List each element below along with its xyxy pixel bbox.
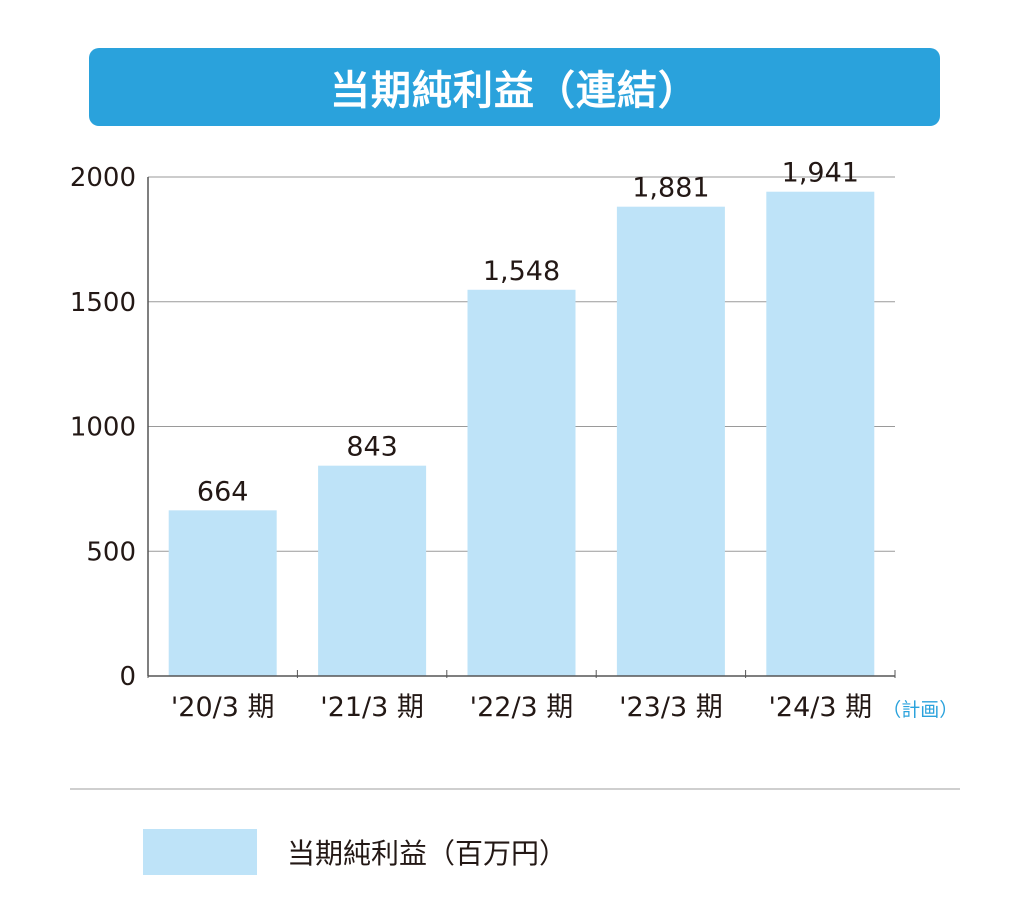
x-tick-label: '24/3 期	[768, 692, 872, 723]
data-label: 664	[197, 476, 249, 507]
x-tick-label: '20/3 期	[171, 692, 275, 723]
category-note: （計画）	[882, 699, 958, 721]
title-banner: 当期純利益（連結）	[89, 48, 940, 126]
x-tick-label: '21/3 期	[320, 692, 424, 723]
x-tick-label: '23/3 期	[619, 692, 723, 723]
bar	[766, 191, 875, 676]
chart-title: 当期純利益（連結）	[330, 68, 699, 114]
y-tick-label: 2000	[70, 163, 136, 193]
bar	[616, 206, 725, 677]
bar	[318, 465, 427, 676]
legend-label: 当期純利益（百万円）	[287, 837, 568, 870]
legend: 当期純利益（百万円）	[143, 829, 567, 875]
legend-swatch	[143, 829, 257, 875]
y-tick-label: 1500	[70, 288, 136, 318]
divider	[70, 788, 960, 790]
y-tick-label: 1000	[70, 413, 136, 443]
bar	[168, 510, 277, 676]
data-label: 843	[346, 432, 398, 463]
x-tick-label: '22/3 期	[470, 692, 574, 723]
data-label: 1,881	[632, 173, 709, 204]
data-label: 1,548	[483, 256, 560, 287]
y-tick-label: 500	[86, 537, 136, 567]
bar	[467, 289, 576, 676]
y-tick-label: 0	[119, 662, 136, 692]
data-label: 1,941	[782, 158, 859, 189]
